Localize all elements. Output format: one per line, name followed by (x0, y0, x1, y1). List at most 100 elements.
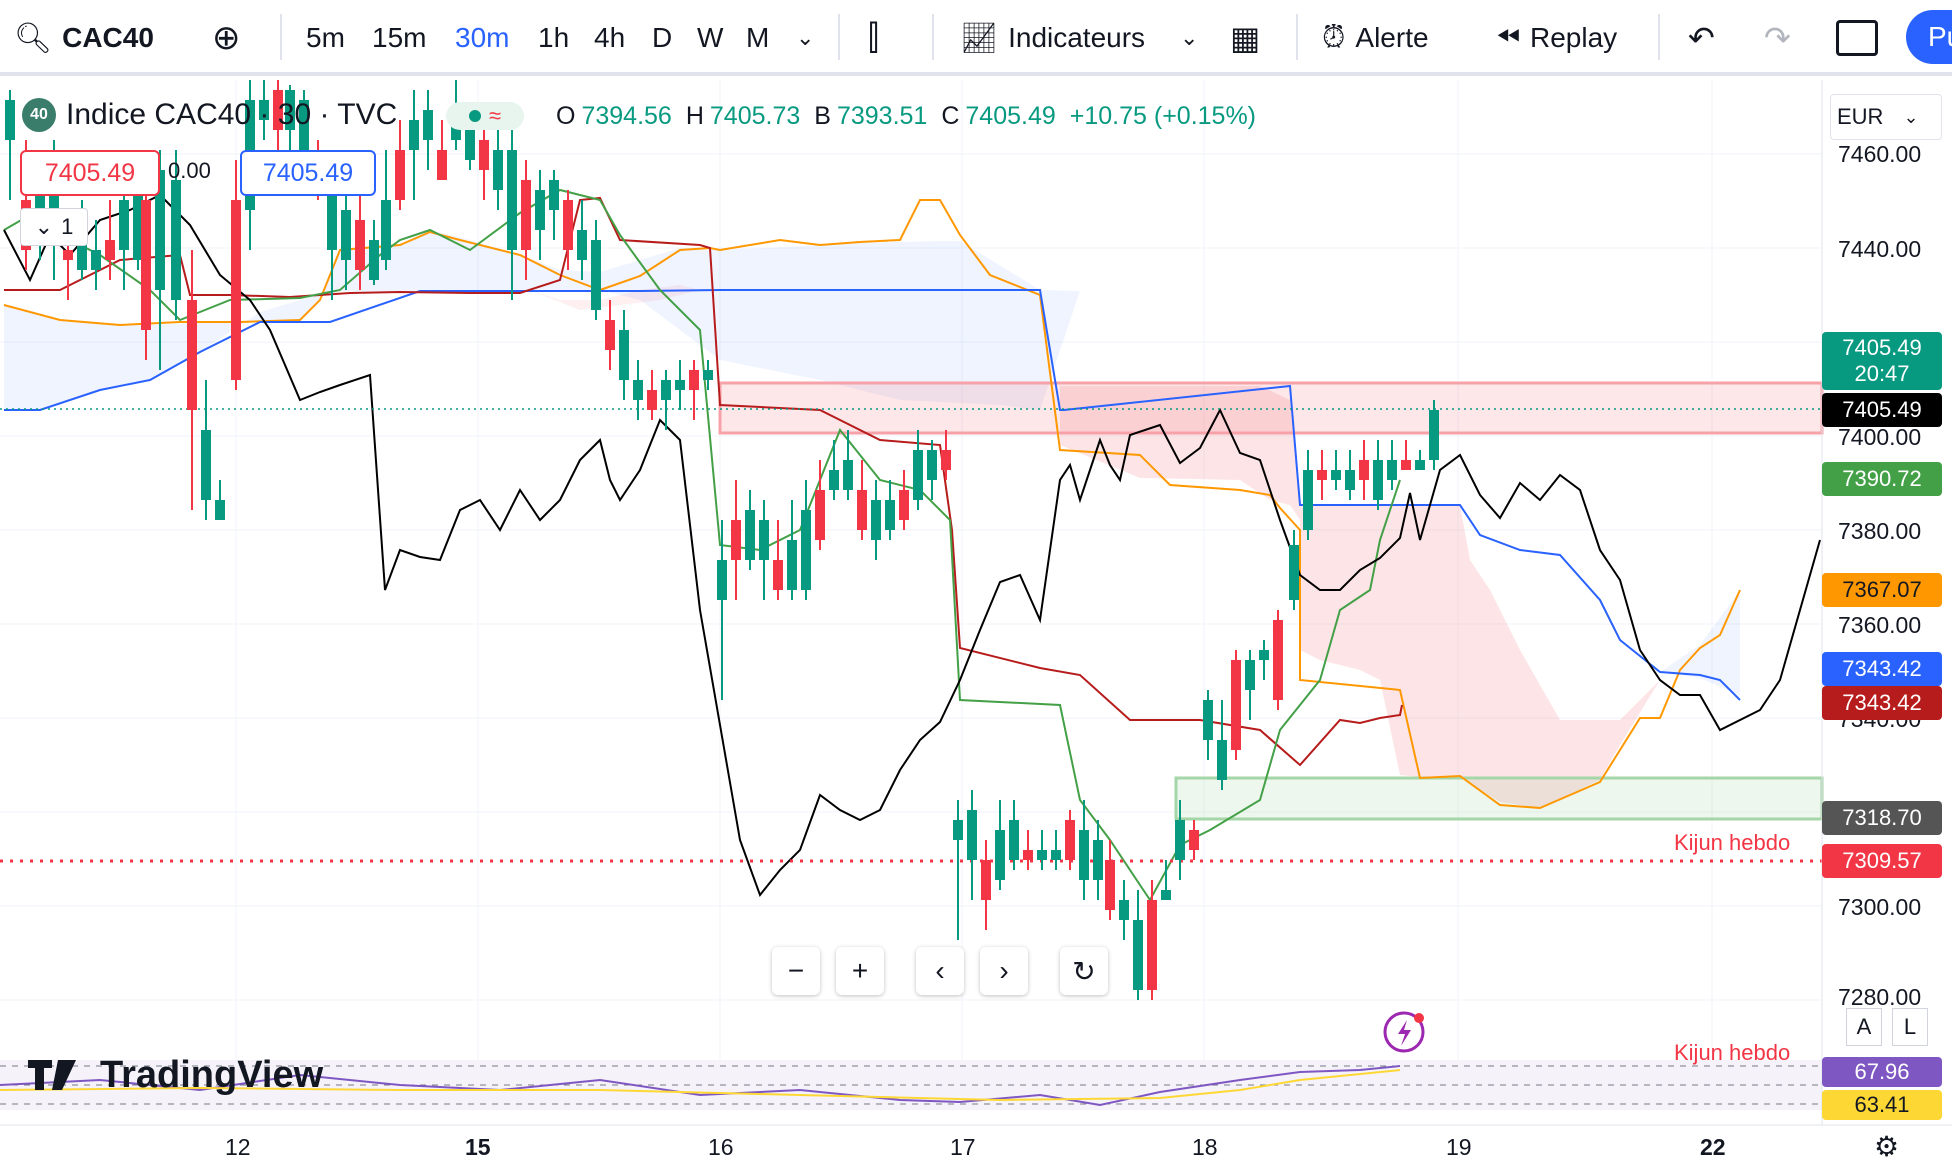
buy-button[interactable]: 7405.49 (240, 150, 376, 196)
candle-body (273, 90, 283, 130)
legend-title[interactable]: Indice CAC40 · 30 · TVC (66, 98, 398, 131)
log-scale-button[interactable]: L (1892, 1008, 1928, 1046)
rsi-pane (0, 1060, 1822, 1110)
price-tick: 7400.00 (1838, 424, 1921, 450)
candle-body (1093, 840, 1103, 880)
candle-body (5, 100, 15, 140)
layout-grid-icon[interactable]: ▦ (1230, 20, 1261, 56)
high-value: 7405.73 (709, 102, 801, 130)
indicators-button[interactable]: 📈︎ Indicateurs (960, 0, 1145, 76)
undo-icon[interactable]: ↶ (1688, 20, 1715, 56)
candle-body (479, 140, 489, 170)
quantity-stepper[interactable]: ⌄ 1 (20, 208, 88, 246)
candle-body (395, 150, 405, 200)
chevron-down-icon[interactable]: ⌄ (1180, 25, 1199, 50)
interval-1h[interactable]: 1h (538, 22, 570, 53)
time-label: 18 (1192, 1134, 1218, 1160)
interval-d[interactable]: D (652, 22, 673, 53)
publish-button[interactable]: Pu (1906, 10, 1952, 64)
candle-body (1373, 460, 1383, 500)
alarm-clock-icon: ⏰︎ (1322, 21, 1346, 54)
candle-body (77, 240, 87, 270)
candle-body (409, 120, 419, 150)
candle-body (1161, 890, 1171, 900)
resistance-zone[interactable] (718, 381, 1824, 435)
candle-body (1105, 860, 1115, 910)
time-label: 17 (950, 1134, 976, 1160)
scroll-right-button[interactable]: › (980, 947, 1028, 995)
candle-body (1189, 830, 1199, 850)
kijun-hebdo-price-tag: 7309.57 (1822, 844, 1942, 878)
interval-30m[interactable]: 30m (455, 22, 510, 53)
redo-icon[interactable]: ↷ (1764, 20, 1791, 56)
kijun-price-tag: 7343.42 (1822, 686, 1942, 720)
time-label: 15 (465, 1134, 491, 1160)
scroll-left-button[interactable]: ‹ (916, 947, 964, 995)
close-value: 7405.49 (965, 102, 1056, 130)
rewind-icon: ⏪︎ (1496, 21, 1520, 54)
sell-button[interactable]: 7405.49 (20, 150, 160, 196)
candle-body (1203, 700, 1213, 740)
candle-body (1175, 820, 1185, 860)
zoom-out-button[interactable]: − (772, 947, 820, 995)
chevron-down-icon: ⌄ (1903, 106, 1919, 127)
auto-scale-button[interactable]: A (1846, 1008, 1882, 1046)
candle-body (717, 560, 727, 600)
interval-w[interactable]: W (697, 22, 724, 53)
candle-body (953, 820, 963, 840)
candle-body (327, 190, 337, 250)
chevron-down-icon[interactable]: ⌄ (796, 25, 815, 50)
last-price-tag: 7405.49 20:47 (1822, 332, 1942, 390)
candle-body (745, 510, 755, 560)
interval-4h[interactable]: 4h (594, 22, 626, 53)
candle-body (259, 100, 269, 120)
spread-value: 0.00 (168, 158, 211, 183)
candle-type-icon[interactable]: ⫿ (868, 18, 879, 57)
alert-label: Alerte (1355, 22, 1429, 53)
candle-body (187, 300, 197, 410)
price-chart[interactable]: TradingView 12 15 16 17 18 19 22 7460.00… (0, 80, 1952, 1172)
candle-body (633, 380, 643, 400)
symbol-search[interactable]: 🔍︎ CAC40 (14, 0, 154, 76)
add-symbol-icon[interactable]: ⊕ (212, 19, 241, 57)
candle-body (1273, 620, 1283, 700)
zoom-in-button[interactable]: + (836, 947, 884, 995)
candle-body (437, 150, 447, 180)
status-badge[interactable]: ≈ (446, 102, 524, 130)
candle-body (1429, 410, 1439, 460)
tenkan-sen-line (3, 188, 1401, 902)
candle-body (465, 130, 475, 160)
price-tick: 7460.00 (1838, 141, 1921, 167)
interval-15m[interactable]: 15m (372, 22, 427, 53)
candle-body (857, 490, 867, 530)
kijun-hebdo-label: Kijun hebdo (1674, 830, 1790, 855)
time-label: 22 (1700, 1134, 1726, 1160)
candle-body (1245, 660, 1255, 690)
candle-body (155, 170, 165, 290)
candle-body (521, 180, 531, 250)
interval-m[interactable]: M (746, 22, 770, 53)
replay-label: Replay (1530, 22, 1618, 53)
currency-select[interactable]: EUR ⌄ (1830, 94, 1942, 140)
candle-body (941, 450, 951, 470)
alert-button[interactable]: ⏰︎ Alerte (1322, 0, 1429, 76)
candle-body (1289, 545, 1299, 600)
candle-body (381, 200, 391, 260)
ohlc-values: O 7394.56 H 7405.73 B 7393.51 C 7405.49 +10.… (556, 102, 1257, 130)
time-label: 12 (225, 1134, 251, 1160)
time-label: 16 (708, 1134, 734, 1160)
crosshair-price-tag: 7405.49 (1822, 393, 1942, 427)
candle-body (141, 200, 151, 330)
candle-body (815, 490, 825, 540)
replay-button[interactable]: ⏪︎ Replay (1496, 0, 1617, 76)
interval-5m[interactable]: 5m (306, 22, 345, 53)
candle-body (1037, 850, 1047, 860)
reset-chart-button[interactable]: ↻ (1060, 947, 1108, 995)
currency-value: EUR (1837, 104, 1884, 129)
price-tick: 7440.00 (1838, 236, 1921, 262)
candle-body (787, 540, 797, 590)
fullscreen-button[interactable] (1836, 0, 1878, 76)
candle-body (231, 200, 241, 380)
support-zone[interactable] (1174, 776, 1824, 821)
settings-icon[interactable]: ⚙ (1874, 1131, 1900, 1162)
